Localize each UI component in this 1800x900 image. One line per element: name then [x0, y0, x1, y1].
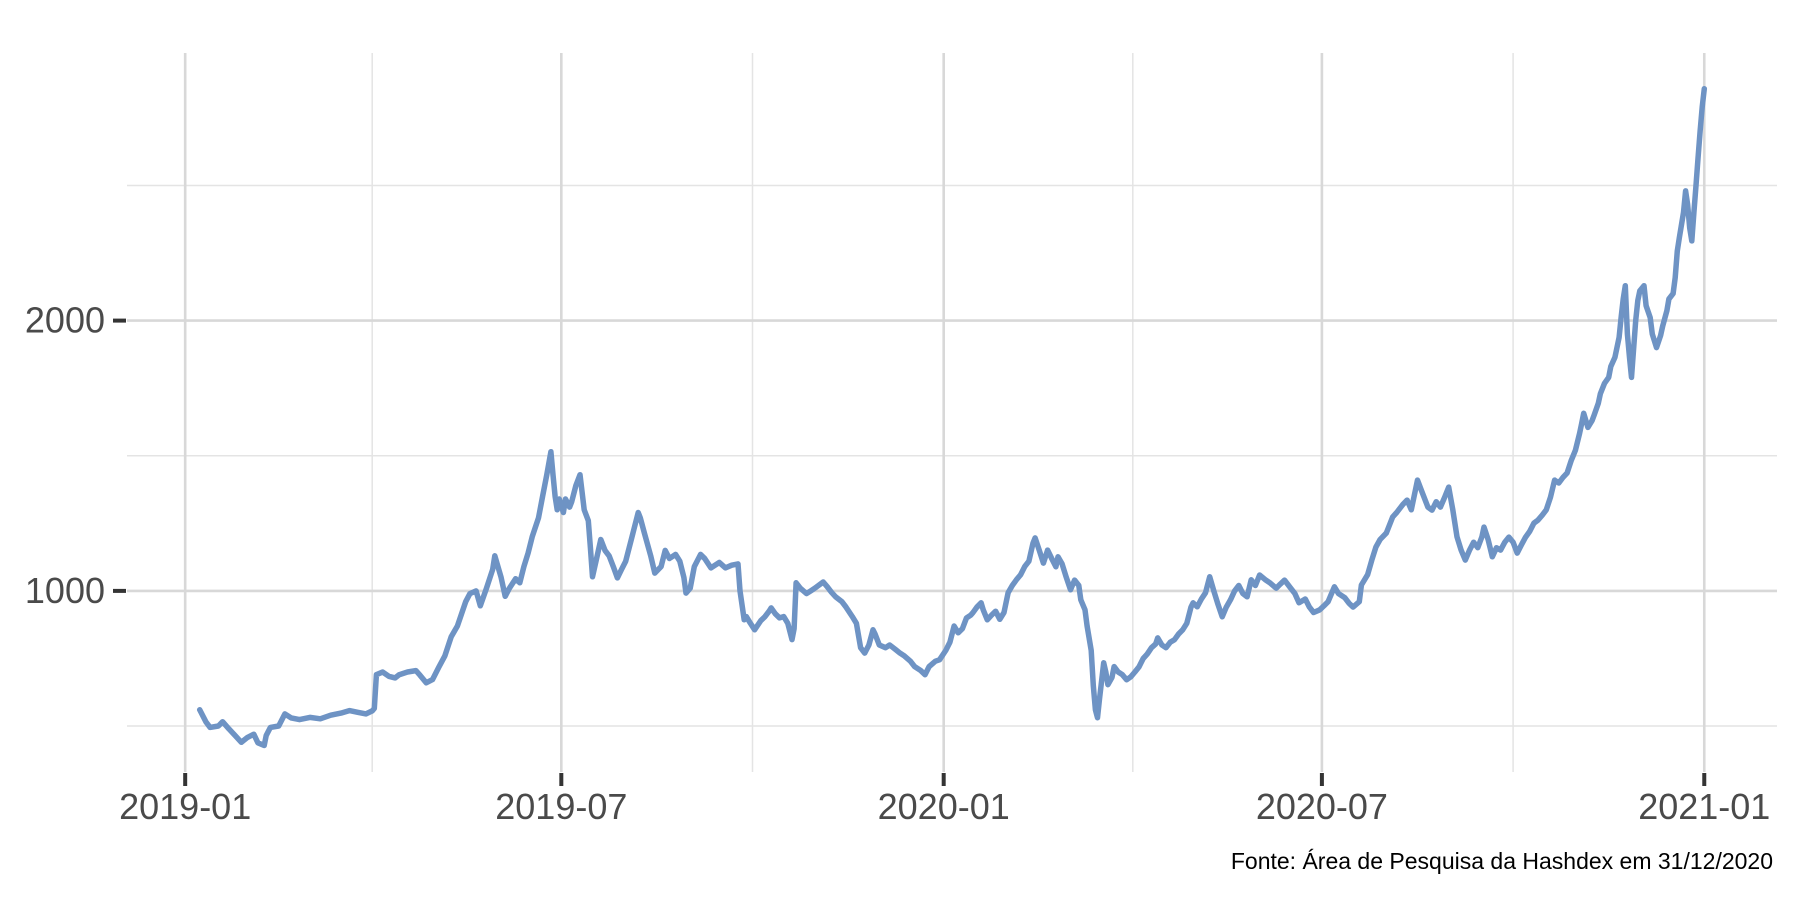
x-axis-tick-label: 2021-01	[1638, 786, 1770, 827]
data-line-series	[196, 85, 1708, 749]
x-axis-tick-label: 2020-01	[878, 786, 1010, 827]
y-axis-tick-label: 2000	[25, 300, 105, 341]
y-axis-tick-label: 1000	[25, 570, 105, 611]
x-axis-tick-label: 2019-01	[119, 786, 251, 827]
x-axis-tick-label: 2019-07	[495, 786, 627, 827]
x-axis-tick-label: 2020-07	[1256, 786, 1388, 827]
chart-caption: Fonte: Área de Pesquisa da Hashdex em 31…	[1230, 848, 1773, 874]
